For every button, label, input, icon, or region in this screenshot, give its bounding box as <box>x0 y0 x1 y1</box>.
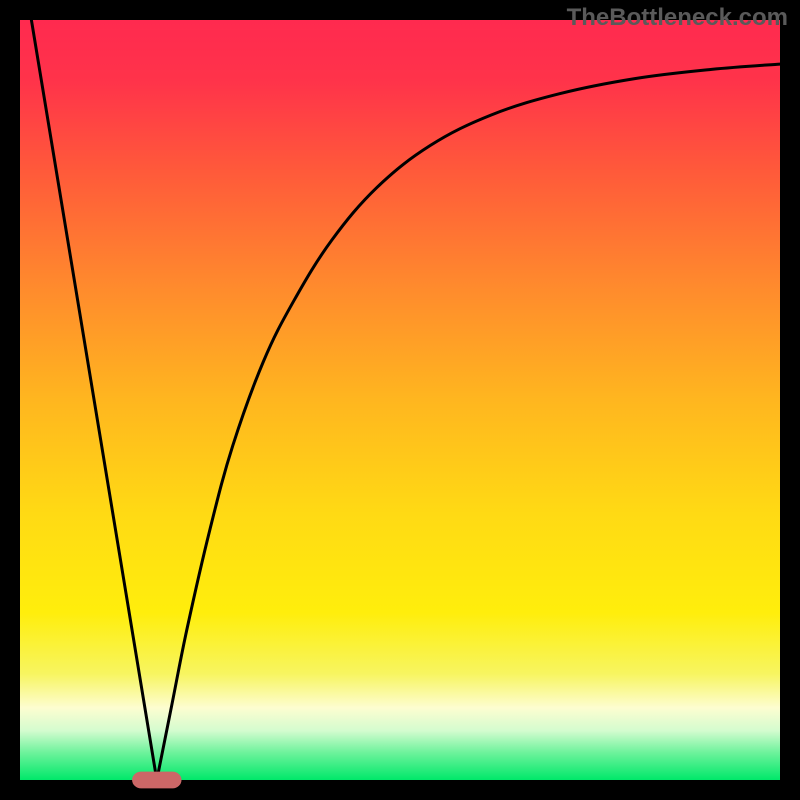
bottleneck-chart: TheBottleneck.com <box>0 0 800 800</box>
optimal-marker <box>132 772 181 789</box>
gradient-background <box>20 20 780 780</box>
chart-svg <box>0 0 800 800</box>
